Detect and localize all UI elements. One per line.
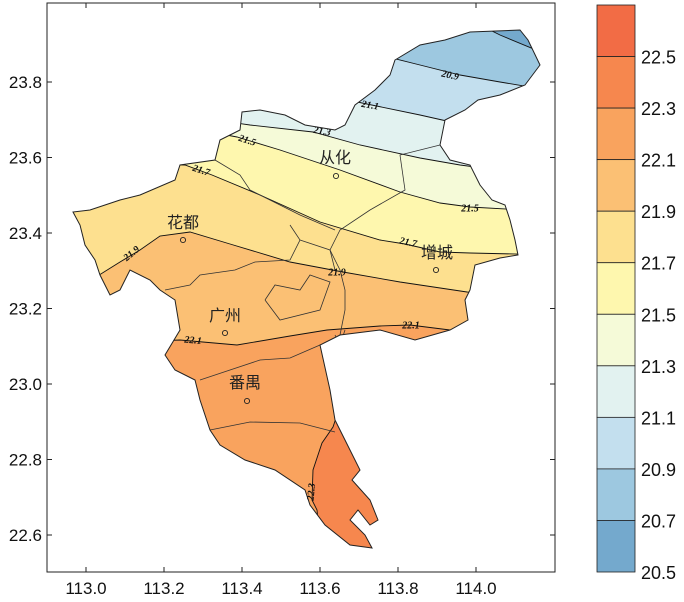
district-boundary <box>199 344 321 381</box>
contour-label: 22.1 <box>183 334 202 347</box>
x-tick-label: 113.6 <box>299 579 340 598</box>
y-tick-label: 22.8 <box>9 451 42 470</box>
district-boundary <box>214 159 336 231</box>
colorbar-label: 20.5 <box>641 563 676 583</box>
place-label: 从化 <box>319 148 351 167</box>
contour-line-20.9 <box>379 54 540 93</box>
colorbar: 22.5 22.3 22.1 21.9 21.7 21.5 21.3 21.1 20.9 20.7… <box>596 4 676 583</box>
colorbar-band <box>596 4 636 57</box>
contour-label: 21.5 <box>236 133 257 149</box>
city-marker-icon <box>432 266 440 274</box>
contour-line-20.7 <box>469 30 540 61</box>
y-tick-label: 23.6 <box>9 149 42 168</box>
contour-line-21.7 <box>73 159 540 256</box>
colorbar-label: 20.9 <box>641 460 676 480</box>
colorbar-label: 20.7 <box>641 511 676 531</box>
y-tick-label: 23.2 <box>9 300 42 319</box>
contour-label: 20.9 <box>439 68 459 83</box>
x-tick-label: 113.8 <box>377 579 418 598</box>
colorbar-band <box>596 468 636 521</box>
colorbar-label: 21.3 <box>641 357 676 377</box>
contour-label: 21.1 <box>359 99 379 113</box>
region-outline <box>72 29 541 549</box>
place-label: 花都 <box>167 213 199 232</box>
city-marker-icon <box>332 172 340 180</box>
colorbar-label: 21.5 <box>641 305 676 325</box>
colorbar-label: 22.5 <box>641 48 676 68</box>
contour-label: 21.3 <box>311 125 331 139</box>
colorbar-band <box>596 313 636 367</box>
colorbar-label: 21.7 <box>641 254 676 274</box>
colorbar-band <box>596 210 636 264</box>
contour-label: 21.7 <box>397 235 418 250</box>
colorbar-band <box>596 262 636 315</box>
district-boundary <box>299 239 346 336</box>
contour-label: 22.3 <box>305 483 318 502</box>
colorbar-band <box>596 365 636 418</box>
place-label: 增城 <box>421 243 453 262</box>
place-label: 番禺 <box>229 373 261 392</box>
axes: 113.0 113.2 113.4 113.6 113.8 114.0 23.8 23.6 23… <box>9 3 555 598</box>
colorbar-band <box>596 56 636 109</box>
place-label: 广州 <box>209 306 241 325</box>
y-tick-label: 22.6 <box>9 526 42 545</box>
contour-label: 21.9 <box>327 267 346 278</box>
y-tick-label: 23.4 <box>9 224 42 243</box>
contour-line-21.5 <box>199 129 540 213</box>
x-tick-label: 113.2 <box>143 579 184 598</box>
colorbar-label: 21.1 <box>641 408 676 428</box>
colorbar-label: 22.3 <box>641 99 676 119</box>
district-boundary <box>264 274 331 321</box>
colorbar-label: 21.9 <box>641 202 676 222</box>
colorbar-band <box>596 520 636 573</box>
colorbar-label: 22.1 <box>641 151 676 171</box>
city-marker-icon <box>243 397 251 405</box>
district-boundary <box>209 421 336 433</box>
contour-line-22.3 <box>311 411 339 548</box>
contour-line-21.3 <box>199 117 540 179</box>
contour-line-21.9 <box>73 231 540 313</box>
y-tick-label: 23.8 <box>9 73 42 92</box>
x-tick-label: 113.0 <box>65 579 106 598</box>
contour-line-22.1 <box>73 324 540 346</box>
contour-label: 22.1 <box>401 320 420 331</box>
y-tick-label: 23.0 <box>9 375 42 394</box>
district-boundary <box>164 224 301 291</box>
city-marker-icon <box>221 329 229 337</box>
x-tick-label: 114.0 <box>455 579 496 598</box>
x-tick-label: 113.4 <box>221 579 262 598</box>
colorbar-band <box>596 159 636 212</box>
contour-label: 21.5 <box>460 203 479 214</box>
city-marker-icon <box>179 236 187 244</box>
colorbar-band <box>596 416 636 470</box>
colorbar-band <box>596 107 636 161</box>
